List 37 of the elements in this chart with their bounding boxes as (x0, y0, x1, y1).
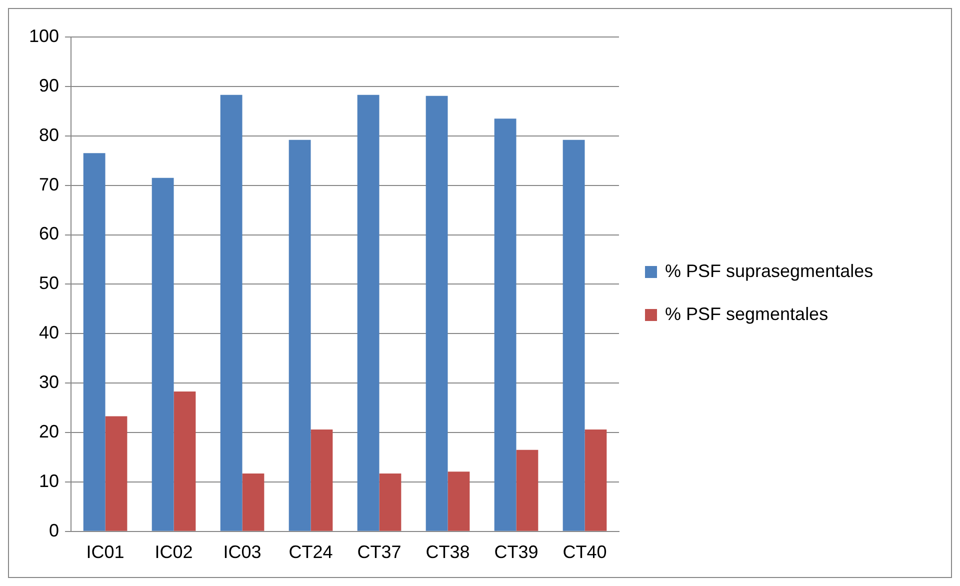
y-tick-label: 80 (39, 124, 60, 145)
y-tick-label: 30 (39, 372, 60, 392)
x-tick-label: CT37 (357, 542, 402, 562)
x-tick-label: CT24 (288, 542, 333, 562)
x-tick-label: CT40 (562, 542, 607, 562)
legend-label: % PSF segmentales (665, 304, 828, 325)
bar (220, 94, 242, 531)
x-tick-label: IC02 (154, 542, 193, 562)
y-tick-label: 0 (49, 520, 60, 540)
y-tick-label: 40 (39, 322, 60, 343)
bar (584, 430, 607, 531)
bar (562, 140, 585, 531)
bar (105, 416, 128, 531)
bar (152, 178, 174, 531)
y-tick-label: 20 (39, 421, 60, 442)
x-tick-label: IC01 (86, 542, 124, 562)
bar (494, 118, 516, 531)
bar (357, 94, 380, 531)
bar (379, 474, 402, 531)
x-tick-label: CT39 (494, 542, 538, 562)
x-tick-label: CT38 (426, 542, 470, 562)
y-tick-label: 90 (39, 75, 60, 96)
bar (288, 140, 311, 531)
bar (83, 153, 106, 531)
bar (516, 450, 538, 531)
y-tick-label: 70 (39, 174, 60, 194)
legend-label: % PSF suprasegmentales (665, 261, 874, 282)
bar (448, 472, 470, 531)
y-tick-label: 100 (28, 26, 60, 46)
y-tick-label: 60 (39, 224, 60, 244)
x-tick-label: IC03 (223, 542, 262, 562)
bar (426, 96, 448, 531)
bar (310, 430, 333, 531)
y-tick-label: 10 (39, 470, 60, 491)
y-tick-label: 50 (39, 273, 60, 294)
bar (242, 474, 264, 531)
bar (174, 391, 196, 531)
